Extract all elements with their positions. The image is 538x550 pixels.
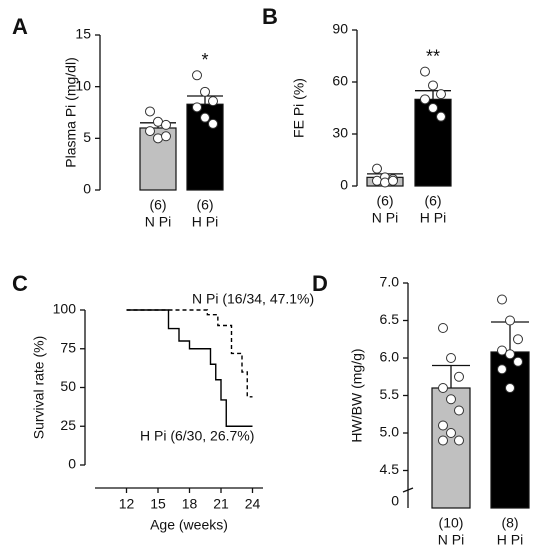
x-tick-label: 18: [182, 496, 198, 512]
data-point: [161, 131, 171, 142]
x-axis-label: Age (weeks): [150, 517, 228, 533]
data-point: [438, 435, 448, 446]
y-tick-label: 5.0: [380, 424, 400, 440]
count-label: (6): [376, 193, 393, 209]
y-axis-label: FE Pi (%): [291, 78, 307, 138]
x-tick-label: N Pi: [372, 210, 398, 226]
x-tick-label: 21: [213, 496, 229, 512]
data-point: [513, 356, 523, 367]
x-tick-label: H Pi: [192, 214, 218, 230]
data-point: [497, 345, 507, 356]
panel-letter: D: [312, 271, 328, 296]
data-point: [436, 111, 446, 122]
x-tick-label: N Pi: [145, 214, 171, 230]
data-point: [200, 86, 210, 97]
panel-letter: C: [12, 271, 28, 296]
data-point: [208, 118, 218, 129]
y-axis-label: Survival rate (%): [31, 336, 47, 439]
count-label: (6): [149, 197, 166, 213]
data-point: [145, 126, 155, 137]
data-point: [428, 103, 438, 113]
y-tick-label: 5.5: [380, 386, 400, 402]
count-label: (10): [439, 515, 464, 531]
data-point: [192, 70, 202, 81]
data-point: [200, 112, 210, 123]
y-tick-label: 15: [75, 26, 91, 42]
data-point: [497, 364, 507, 375]
series-label: H Pi (6/30, 26.7%): [140, 428, 254, 444]
axis-break: [402, 487, 414, 493]
y-tick-label: 90: [332, 21, 348, 37]
count-label: (8): [501, 515, 518, 531]
data-point: [438, 420, 448, 431]
x-tick-label: N Pi: [438, 532, 464, 548]
bar: [414, 98, 452, 187]
y-tick-label: 30: [332, 125, 348, 141]
data-point: [380, 177, 390, 188]
y-tick-label: 60: [332, 73, 348, 89]
panel-letter: A: [12, 14, 28, 39]
y-tick-label: 5: [83, 129, 91, 145]
data-point: [505, 383, 515, 393]
x-tick-label: 12: [119, 496, 135, 512]
data-point: [438, 383, 448, 393]
y-axis-label: Plasma Pi (mg/dl): [63, 57, 79, 167]
y-tick-label: 25: [60, 417, 76, 433]
y-tick-label: 0: [340, 177, 348, 193]
bar: [186, 103, 224, 191]
data-point: [505, 315, 515, 326]
data-point: [446, 394, 456, 405]
bar: [431, 387, 471, 509]
x-tick-label: H Pi: [497, 532, 523, 548]
data-point: [505, 349, 515, 360]
y-tick-label: 6.0: [380, 349, 400, 365]
data-point: [372, 163, 382, 174]
y-tick-label: 100: [53, 301, 77, 317]
y-tick-label: 0: [83, 181, 91, 197]
data-point: [497, 294, 507, 305]
y-tick-label: 0: [68, 456, 76, 472]
survival-line: [126, 309, 253, 398]
data-point: [454, 371, 464, 382]
x-tick-label: 24: [245, 496, 261, 512]
data-point: [420, 66, 430, 77]
survival-line: [126, 309, 253, 427]
count-label: (6): [424, 193, 441, 209]
data-point: [446, 353, 456, 363]
data-point: [438, 323, 448, 333]
y-tick-label: 75: [60, 339, 76, 355]
data-point: [388, 175, 398, 186]
y-tick-label: 50: [60, 378, 76, 394]
data-point: [454, 435, 464, 446]
bar: [490, 351, 530, 509]
data-point: [145, 106, 155, 117]
series-label: N Pi (16/34, 47.1%): [192, 291, 314, 307]
data-point: [428, 80, 438, 91]
y-tick-label: 6.5: [380, 311, 400, 327]
y-tick-label: 0: [391, 493, 399, 509]
x-tick-label: 15: [150, 496, 166, 512]
data-point: [454, 405, 464, 416]
data-point: [372, 175, 382, 186]
y-tick-label: 7.0: [380, 274, 400, 290]
panel-letter: B: [262, 4, 278, 29]
y-tick-label: 10: [75, 77, 91, 93]
data-point: [446, 428, 456, 438]
significance: *: [201, 50, 208, 70]
data-point: [436, 89, 446, 100]
data-point: [208, 96, 218, 107]
count-label: (6): [196, 197, 213, 213]
data-point: [161, 119, 171, 130]
data-point: [192, 102, 202, 113]
data-point: [513, 334, 523, 345]
y-tick-label: 4.5: [380, 461, 400, 477]
x-tick-label: H Pi: [420, 210, 446, 226]
data-point: [420, 94, 430, 105]
significance: **: [426, 46, 440, 66]
y-axis-label: HW/BW (mg/g): [349, 348, 365, 442]
